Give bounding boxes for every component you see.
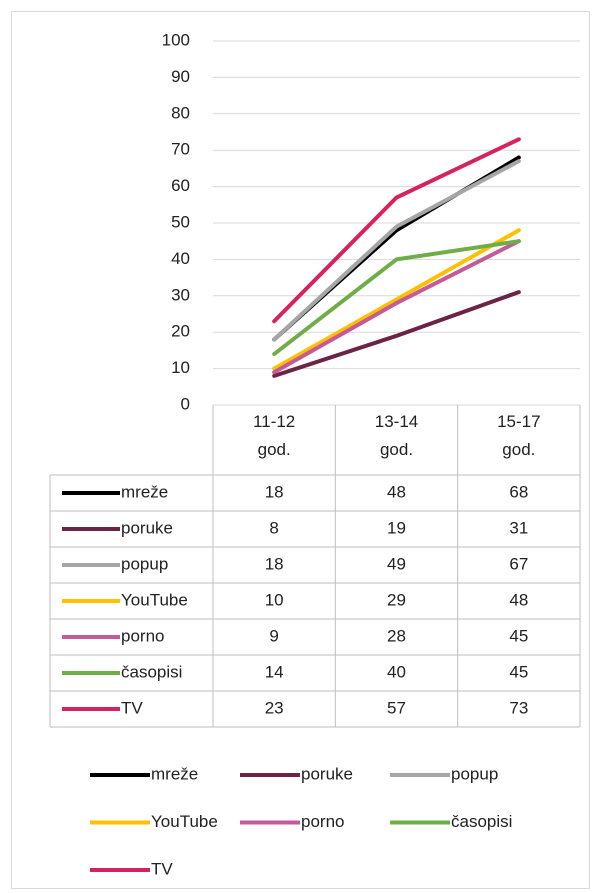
table-cell: 48 <box>509 590 528 609</box>
table-cell: 49 <box>387 554 406 573</box>
y-tick-label: 70 <box>171 140 190 159</box>
table-row-label: porno <box>121 626 164 645</box>
table-cell: 18 <box>265 554 284 573</box>
legend-label: YouTube <box>151 812 218 831</box>
legend-label: popup <box>451 764 498 783</box>
y-tick-label: 60 <box>171 176 190 195</box>
table-cell: 28 <box>387 626 406 645</box>
table-cell: 73 <box>509 698 528 717</box>
table-cell: 14 <box>265 662 284 681</box>
table-cell: 18 <box>265 482 284 501</box>
table-row-label: mreže <box>121 482 168 501</box>
table-row-label: YouTube <box>121 590 188 609</box>
y-tick-label: 100 <box>162 30 190 49</box>
chart-border <box>11 11 590 889</box>
table-cell: 48 <box>387 482 406 501</box>
y-tick-label: 0 <box>181 394 190 413</box>
legend-label: časopisi <box>451 812 512 831</box>
series-line <box>272 159 521 342</box>
table-cell: 8 <box>269 518 278 537</box>
table-row-label: poruke <box>121 518 173 537</box>
y-tick-label: 80 <box>171 103 190 122</box>
table-cell: 29 <box>387 590 406 609</box>
series-line <box>272 290 521 378</box>
series-line <box>272 137 521 324</box>
series-line <box>272 239 521 357</box>
x-tick-label: 11-12 god. <box>253 412 295 459</box>
table-row-label: TV <box>121 698 143 717</box>
y-tick-label: 50 <box>171 212 190 231</box>
y-tick-label: 20 <box>171 322 190 341</box>
table-row-label: časopisi <box>121 662 182 681</box>
table-cell: 19 <box>387 518 406 537</box>
table-row-label: popup <box>121 554 168 573</box>
legend-label: mreže <box>151 764 198 783</box>
table-cell: 31 <box>509 518 528 537</box>
table-cell: 45 <box>509 626 528 645</box>
y-tick-label: 90 <box>171 67 190 86</box>
series-line <box>272 239 521 375</box>
y-tick-label: 40 <box>171 249 190 268</box>
legend-label: poruke <box>301 764 353 783</box>
table-cell: 40 <box>387 662 406 681</box>
table-cell: 10 <box>265 590 284 609</box>
table-cell: 57 <box>387 698 406 717</box>
x-tick-label: 15-17 god. <box>497 412 540 459</box>
y-tick-label: 30 <box>171 285 190 304</box>
legend-label: porno <box>301 812 344 831</box>
x-tick-label: 13-14 god. <box>375 412 418 459</box>
table-cell: 45 <box>509 662 528 681</box>
series-line <box>272 228 521 371</box>
table-cell: 23 <box>265 698 284 717</box>
table-cell: 9 <box>269 626 278 645</box>
table-cell: 67 <box>509 554 528 573</box>
y-tick-label: 10 <box>171 358 190 377</box>
table-cell: 68 <box>509 482 528 501</box>
legend-label: TV <box>151 859 173 878</box>
